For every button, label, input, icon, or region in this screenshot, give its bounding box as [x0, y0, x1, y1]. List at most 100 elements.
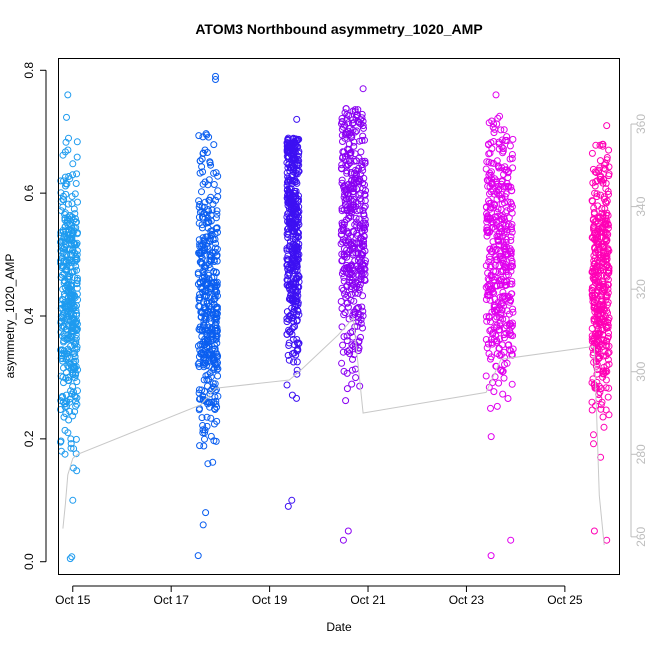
data-point	[196, 442, 204, 450]
data-point	[199, 426, 207, 434]
data-point	[68, 553, 76, 561]
data-point	[199, 422, 207, 429]
data-point	[349, 314, 357, 322]
data-point	[288, 325, 296, 333]
data-point	[508, 221, 516, 228]
data-point	[338, 176, 346, 184]
data-point	[205, 176, 213, 184]
data-point	[288, 350, 296, 358]
data-point	[588, 291, 596, 299]
data-point	[496, 313, 503, 321]
data-point	[599, 331, 607, 339]
data-point	[603, 536, 611, 544]
data-point	[589, 264, 597, 272]
data-point	[339, 341, 347, 349]
data-point	[214, 365, 222, 373]
chart-title: ATOM3 Northbound asymmetry_1020_AMP	[195, 21, 482, 37]
data-point	[65, 273, 73, 281]
data-point	[487, 139, 495, 147]
x-axis: Oct 15 Oct 17 Oct 19 Oct 21 Oct 23 Oct 25	[55, 585, 583, 607]
data-point	[488, 178, 496, 186]
data-point	[205, 327, 212, 334]
data-point	[65, 363, 73, 371]
data-point	[349, 245, 356, 253]
data-point	[492, 362, 500, 370]
data-point	[284, 173, 292, 181]
data-point	[57, 406, 64, 413]
data-point	[502, 235, 510, 243]
data-point	[351, 221, 359, 229]
data-point	[358, 163, 366, 171]
data-point	[482, 262, 490, 270]
data-point	[292, 178, 300, 186]
data-point	[360, 240, 367, 248]
data-point	[497, 215, 505, 223]
data-point	[207, 232, 215, 240]
data-point	[205, 399, 213, 407]
data-point	[593, 190, 601, 198]
data-point	[340, 206, 348, 214]
data-point	[60, 337, 68, 345]
data-point	[486, 296, 494, 304]
data-point	[199, 180, 207, 188]
data-point	[285, 315, 293, 323]
data-point	[292, 233, 300, 241]
data-point	[342, 105, 350, 113]
data-point	[338, 257, 346, 265]
data-point	[346, 350, 354, 358]
data-point	[588, 337, 596, 345]
data-point	[602, 249, 610, 257]
data-point	[588, 406, 596, 414]
data-point	[602, 160, 610, 168]
data-point	[286, 282, 294, 290]
data-point	[498, 195, 506, 203]
data-point	[599, 367, 607, 375]
data-point	[352, 166, 359, 174]
data-point	[293, 205, 301, 213]
y-tick-label: 0.8	[22, 62, 36, 79]
data-point	[602, 185, 610, 193]
data-point	[199, 168, 207, 176]
data-point	[600, 229, 608, 237]
data-point	[198, 163, 206, 171]
data-point	[62, 182, 69, 190]
data-point	[211, 235, 219, 243]
data-point	[199, 521, 207, 529]
data-point	[200, 238, 208, 245]
data-point	[58, 350, 66, 358]
data-point	[492, 253, 500, 261]
data-point	[294, 161, 301, 169]
data-point	[340, 367, 348, 375]
data-point	[504, 183, 512, 191]
data-point	[60, 379, 67, 387]
data-point	[283, 194, 291, 202]
data-point	[207, 414, 215, 422]
data-point	[487, 204, 495, 212]
data-point	[484, 182, 492, 190]
x-tick-label: Oct 17	[154, 593, 190, 607]
data-point	[498, 164, 506, 172]
data-point	[507, 347, 515, 355]
data-point	[600, 423, 608, 431]
data-point	[507, 250, 515, 258]
data-point	[487, 336, 495, 343]
data-point	[285, 342, 293, 349]
data-point	[290, 147, 298, 155]
data-point	[343, 169, 351, 177]
data-point	[483, 224, 491, 232]
data-point	[67, 328, 75, 336]
data-point	[595, 307, 603, 315]
data-point	[72, 337, 80, 345]
data-point	[214, 193, 222, 201]
data-point	[194, 552, 202, 560]
data-point	[357, 148, 365, 156]
data-point	[484, 227, 492, 235]
data-point	[354, 200, 362, 208]
data-point	[487, 171, 495, 179]
data-point	[501, 282, 509, 290]
data-point	[494, 205, 502, 213]
data-point	[500, 278, 508, 286]
data-point	[357, 170, 365, 178]
data-point	[588, 197, 596, 205]
data-point	[350, 119, 357, 127]
